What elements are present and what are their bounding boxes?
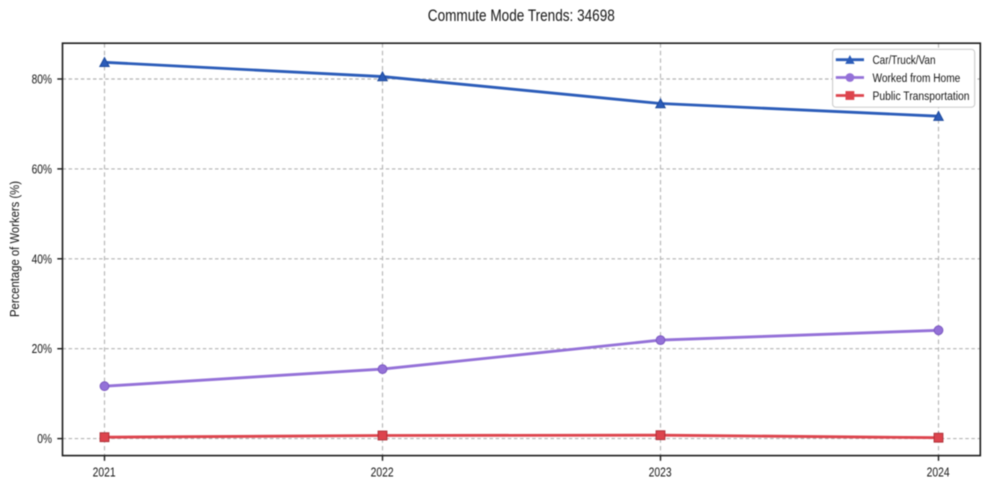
svg-text:2021: 2021 [93,464,116,479]
svg-text:Percentage of Workers (%): Percentage of Workers (%) [7,181,22,317]
svg-text:2023: 2023 [649,464,672,479]
svg-text:Commute Mode Trends: 34698: Commute Mode Trends: 34698 [428,7,615,25]
svg-text:60%: 60% [32,162,52,176]
svg-text:80%: 80% [32,73,52,87]
svg-text:40%: 40% [32,252,52,266]
svg-text:Public Transportation: Public Transportation [873,89,970,103]
svg-text:2024: 2024 [927,464,950,479]
svg-text:0%: 0% [37,432,52,446]
svg-text:20%: 20% [32,342,52,356]
svg-text:Worked from Home: Worked from Home [873,71,961,85]
svg-text:2022: 2022 [371,464,394,479]
svg-text:Car/Truck/Van: Car/Truck/Van [873,53,936,67]
